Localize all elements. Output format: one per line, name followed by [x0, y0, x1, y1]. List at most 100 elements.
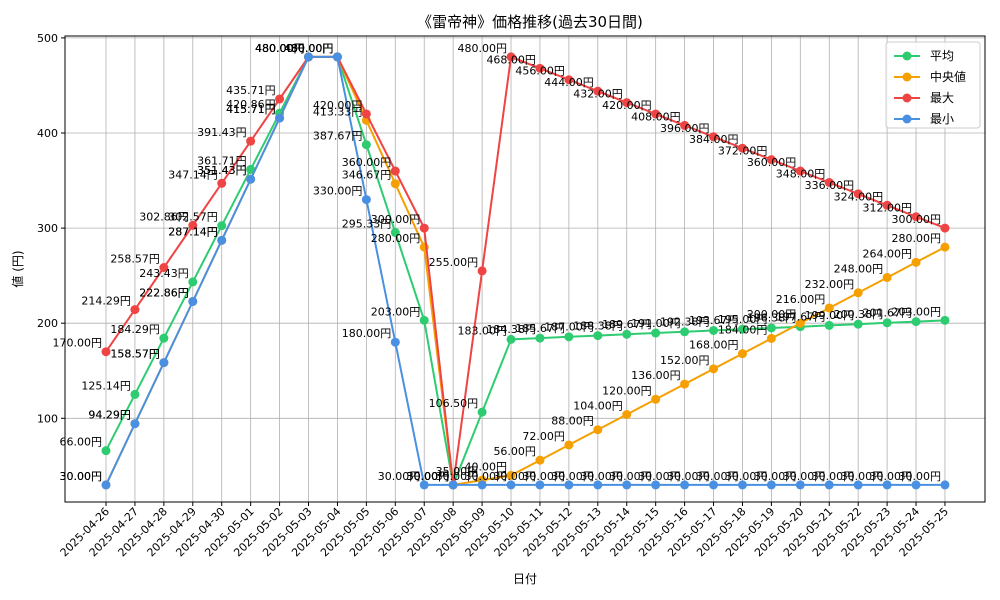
- series-3-point: [940, 480, 950, 490]
- series-1-data-label: 480.00円: [255, 42, 305, 55]
- series-1-data-label: 56.00円: [493, 445, 536, 458]
- series-3-data-label: 480.00円: [284, 42, 334, 55]
- series-0-point: [564, 332, 574, 342]
- legend-entry-label: 平均: [930, 49, 954, 63]
- series-0-data-label: 187.00円: [544, 321, 594, 334]
- series-3-data-label: 30.00円: [609, 470, 652, 483]
- series-3-data-label: 30.00円: [522, 470, 565, 483]
- series-3-point: [419, 480, 429, 490]
- series-3-data-label: 30.00円: [638, 470, 681, 483]
- series-2-data-label: 360.00円: [342, 156, 392, 169]
- series-0-data-label: 203.00円: [891, 305, 941, 318]
- series-2-data-label: 255.00円: [429, 256, 479, 269]
- series-0-point: [361, 140, 371, 150]
- series-1-data-label: 216.00円: [776, 293, 826, 306]
- series-2-point: [911, 212, 921, 222]
- series-1-data-label: 30.00円: [60, 470, 103, 483]
- series-1-data-label: 168.00円: [689, 339, 739, 352]
- legend-entry-label: 最小: [930, 112, 954, 126]
- series-0-data-label: 196.38円: [747, 312, 797, 325]
- series-3-point: [709, 480, 719, 490]
- series-3-data-label: 30.00円: [60, 470, 103, 483]
- series-0-point: [188, 277, 198, 287]
- series-2-point: [246, 136, 256, 146]
- series-0-point: [130, 389, 140, 399]
- series-1-data-label: 351.43円: [197, 164, 247, 177]
- y-tick-label: 400: [37, 127, 58, 140]
- series-2-point: [622, 98, 632, 108]
- series-3-data-label: 30.00円: [551, 470, 594, 483]
- plot-area-frame: [64, 35, 986, 503]
- y-tick-label: 100: [37, 412, 58, 425]
- series-1-point: [390, 179, 400, 189]
- series-0-data-label: 197.67円: [776, 310, 826, 323]
- series-0-data-label: 189.67円: [602, 318, 652, 331]
- series-1-data-label: 413.33円: [313, 105, 363, 118]
- series-0-data-label: 302.57円: [168, 211, 218, 224]
- series-3-point: [275, 113, 285, 123]
- series-2-point: [535, 63, 545, 73]
- series-3-point: [332, 52, 342, 62]
- y-axis: 100 200 300 400 500: [37, 32, 65, 425]
- series-3-point: [593, 480, 603, 490]
- series-0-data-label: 199.00円: [805, 309, 855, 322]
- series-2-data-label: 258.57円: [110, 253, 160, 266]
- series-3-point: [246, 174, 256, 184]
- series-2-data-label: 384.00円: [689, 133, 739, 146]
- series-3-data-label: 30.00円: [725, 470, 768, 483]
- series-1-point: [766, 333, 776, 343]
- series-0-data-label: 106.50円: [429, 397, 479, 410]
- series-2-point: [680, 120, 690, 130]
- series-2-data-label: 360.00円: [747, 156, 797, 169]
- series-0-data-label: 184.29円: [110, 323, 160, 336]
- series-line-1: [105, 55, 946, 487]
- series-0-point: [535, 333, 545, 343]
- series-0-data-label: 295.33円: [342, 218, 392, 231]
- series-3-data-label: 30.00円: [812, 470, 855, 483]
- series-1-point: [940, 242, 950, 252]
- series-3-point: [622, 480, 632, 490]
- series-1-data-label: 158.57円: [110, 348, 160, 361]
- series-0-point: [593, 331, 603, 341]
- series-1-point: [564, 440, 574, 450]
- series-3-data-label: 30.00円: [667, 470, 710, 483]
- series-0-data-label: 125.14円: [81, 379, 131, 392]
- series-3-data-label: 158.57円: [110, 348, 160, 361]
- series-2-data-label: 312.00円: [863, 202, 913, 215]
- series-0-data-label: 200.38円: [834, 308, 884, 321]
- series-2-point: [275, 94, 285, 104]
- series-0-point: [680, 327, 690, 337]
- series-0-point: [940, 315, 950, 325]
- series-0-data-label: 420.86円: [226, 98, 276, 111]
- series-0-data-label: 201.67円: [863, 307, 913, 320]
- series-3-point: [101, 480, 111, 490]
- series-2-point: [882, 200, 892, 210]
- series-0-point: [246, 164, 256, 174]
- series-1-point: [911, 257, 921, 267]
- series-2-data-label: 30.00円: [407, 470, 450, 483]
- y-axis-label: 値 (円): [10, 250, 25, 287]
- series-3-point: [506, 480, 516, 490]
- series-1-data-label: 280.00円: [891, 232, 941, 245]
- series-2-point: [101, 347, 111, 357]
- series-3-data-label: 415.71円: [226, 103, 276, 116]
- series-2-data-label: 348.00円: [776, 167, 826, 180]
- series-0-data-label: 480.00円: [284, 42, 334, 55]
- series-3-data-label: 287.14円: [168, 225, 218, 238]
- series-1-point: [506, 470, 516, 480]
- series-1-data-label: 35.00円: [436, 465, 479, 478]
- legend-swatch-marker: [902, 72, 912, 82]
- series-2-data-label: 300.00円: [371, 213, 421, 226]
- series-1-point: [651, 394, 661, 404]
- series-3-point: [911, 480, 921, 490]
- series-3-point: [680, 480, 690, 490]
- legend-entry-label: 最大: [930, 91, 954, 105]
- series-3-data-label: 30.00円: [465, 470, 508, 483]
- series-2-data-label: 420.00円: [602, 99, 652, 112]
- legend-frame: [885, 41, 981, 129]
- series-1-data-label: 94.29円: [88, 409, 131, 422]
- series-2-point: [419, 223, 429, 233]
- series-1-data-label: 104.00円: [573, 400, 623, 413]
- series-1-point: [882, 273, 892, 283]
